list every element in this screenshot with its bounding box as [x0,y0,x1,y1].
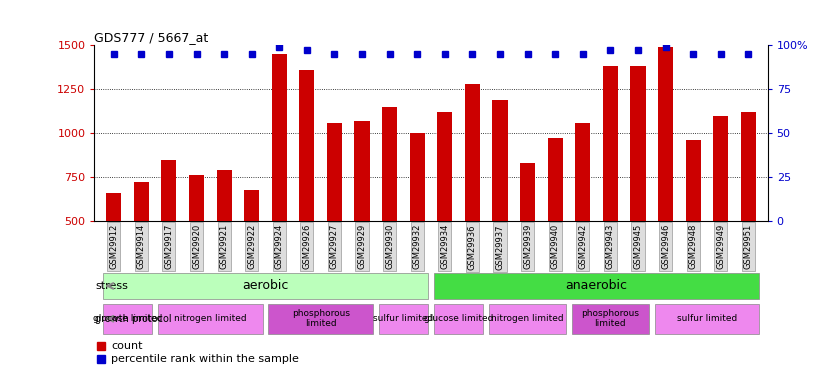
Bar [189,176,204,309]
Text: growth protocol: growth protocol [95,314,172,324]
Text: phosphorous
limited: phosphorous limited [581,309,640,328]
Bar [355,121,369,309]
Bar [410,133,424,309]
Bar [327,123,342,309]
Bar [603,66,618,309]
Bar [103,273,429,298]
Bar [378,304,429,334]
Bar [571,304,649,334]
Bar [300,70,314,309]
Text: percentile rank within the sample: percentile rank within the sample [112,354,299,364]
Bar [465,84,480,309]
Bar [631,66,645,309]
Text: anaerobic: anaerobic [566,279,627,292]
Bar [134,183,149,309]
Bar [244,189,259,309]
Bar [713,116,728,309]
Text: glucose limited: glucose limited [93,314,163,323]
Bar [433,273,759,298]
Bar [686,140,701,309]
Bar [103,304,153,334]
Bar [217,170,232,309]
Bar [489,304,566,334]
Text: sulfur limited: sulfur limited [677,314,737,323]
Bar [493,100,507,309]
Text: GDS777 / 5667_at: GDS777 / 5667_at [94,31,209,44]
Text: nitrogen limited: nitrogen limited [174,314,246,323]
Text: phosphorous
limited: phosphorous limited [291,309,350,328]
Bar [741,112,756,309]
Bar [520,163,535,309]
Bar [576,123,590,309]
Bar [548,138,562,309]
Text: count: count [112,341,143,351]
Text: stress: stress [95,281,128,291]
Text: aerobic: aerobic [242,279,289,292]
Text: glucose limited: glucose limited [424,314,493,323]
Bar [382,107,397,309]
Bar [158,304,263,334]
Bar [654,304,759,334]
Text: sulfur limited: sulfur limited [374,314,433,323]
Bar [106,193,122,309]
Bar [658,47,673,309]
Bar [438,112,452,309]
Text: nitrogen limited: nitrogen limited [491,314,564,323]
Bar [272,54,287,309]
Bar [161,160,177,309]
Bar [433,304,484,334]
Bar [268,304,373,334]
